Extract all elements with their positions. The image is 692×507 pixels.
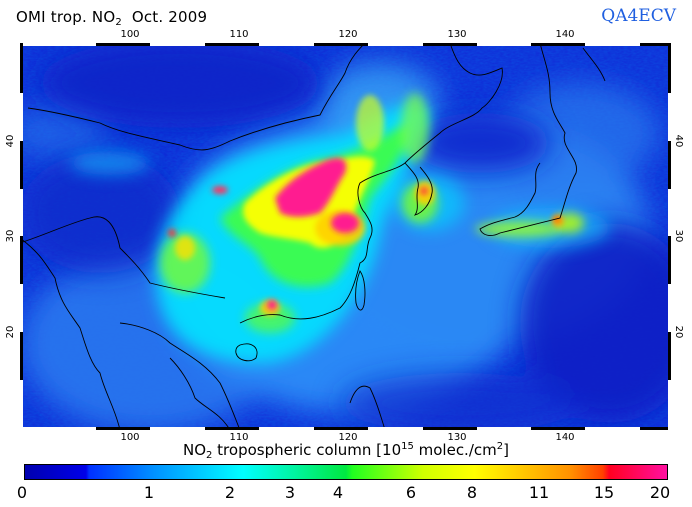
lat-tick-label: 40 (4, 134, 16, 148)
colorbar-tick-label: 4 (332, 483, 344, 502)
no2-low-regions (20, 43, 671, 430)
colorbar-tick-label: 20 (649, 483, 671, 502)
colorbar-title: NO2 tropospheric column [1015 molec./cm2… (0, 441, 692, 461)
title-text: OMI trop. NO (16, 8, 116, 26)
lon-tick-label: 100 (120, 29, 140, 40)
lon-tick-label: 140 (555, 29, 575, 40)
brand-label: QA4ECV (601, 6, 676, 26)
colorbar-tick-label: 8 (466, 483, 478, 502)
lon-tick-label: 140 (555, 432, 575, 443)
colorbar-title-part: ] (503, 441, 509, 459)
lon-tick-label: 100 (120, 432, 140, 443)
title-date: Oct. 2009 (131, 8, 208, 26)
colorbar-tick-label: 6 (405, 483, 417, 502)
lon-tick-label: 120 (338, 29, 358, 40)
colorbar (24, 464, 668, 480)
lat-tick-label: 20 (4, 325, 16, 339)
map-title: OMI trop. NO2 Oct. 2009 (16, 8, 207, 28)
coastlines-and-borders (20, 43, 606, 430)
lat-tick-label: 30 (672, 229, 684, 243)
title-subscript: 2 (115, 17, 122, 28)
lat-tick-label: 30 (4, 229, 16, 243)
lon-tick-label: 130 (447, 29, 467, 40)
colorbar-title-subscript: 2 (206, 450, 213, 461)
no2-hotspots (168, 158, 560, 310)
lat-tick-label: 20 (672, 325, 684, 339)
colorbar-tick-label: 3 (284, 483, 296, 502)
lon-tick-label: 120 (338, 432, 358, 443)
lon-tick-label: 110 (229, 432, 249, 443)
colorbar-tick-label: 2 (224, 483, 236, 502)
lon-tick-label: 110 (229, 29, 249, 40)
colorbar-title-superscript: 15 (401, 441, 414, 452)
lon-tick-label: 130 (447, 432, 467, 443)
colorbar-tick-label: 11 (528, 483, 550, 502)
colorbar-title-superscript: 2 (496, 441, 504, 452)
colorbar-tick-label: 15 (593, 483, 615, 502)
colorbar-tick-label: 1 (143, 483, 155, 502)
map-frame-border (20, 43, 671, 430)
no2-map (20, 43, 671, 430)
colorbar-title-part: tropospheric column [10 (212, 441, 402, 459)
colorbar-tick-label: 0 (16, 483, 28, 502)
lat-tick-label: 40 (672, 134, 684, 148)
colorbar-title-part: molec./cm (413, 441, 497, 459)
colorbar-title-part: NO (183, 441, 207, 459)
